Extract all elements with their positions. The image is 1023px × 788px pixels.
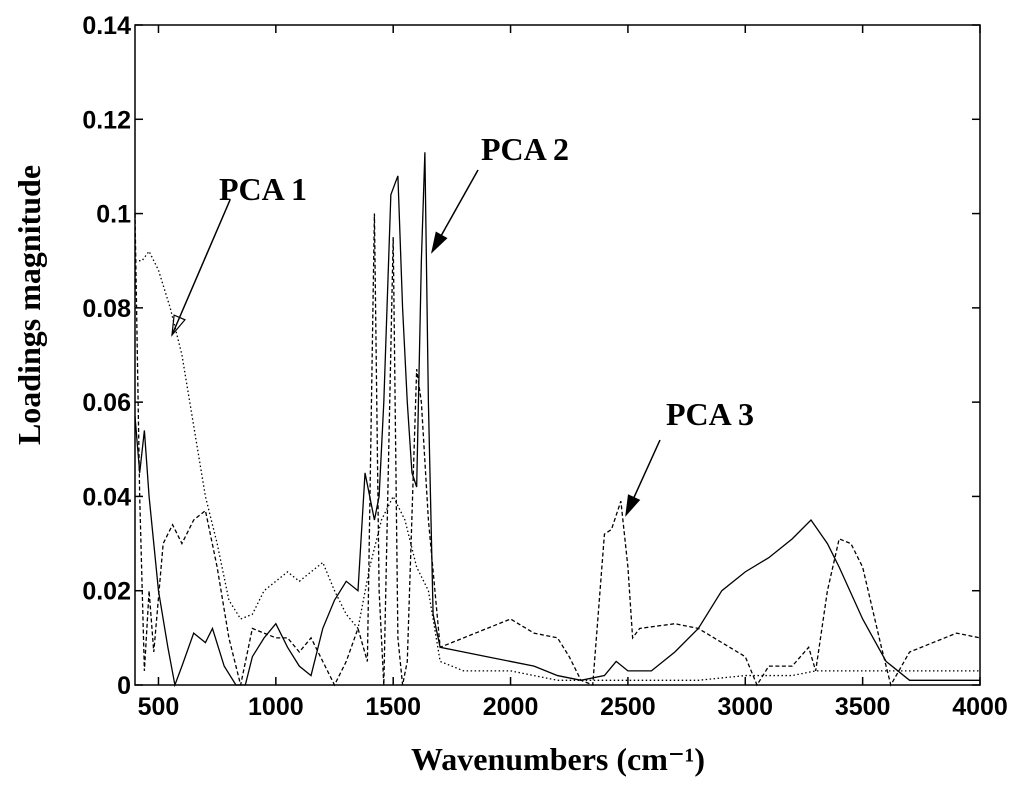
y-tick-label: 0.04 [82,483,131,511]
x-tick-label: 500 [138,693,180,721]
x-tick-label: 4000 [952,693,1008,721]
x-tick-label: 1500 [365,693,421,721]
series-line [134,213,981,687]
x-tick-label: 3000 [717,693,773,721]
annotation: PCA 2 [481,131,569,167]
arrow-head [625,494,641,517]
y-tick-label: 0.14 [82,12,131,40]
y-tick-label: 0.12 [82,106,131,134]
annotation: PCA 3 [666,396,754,432]
arrow-head [171,314,186,337]
series-line [135,250,980,681]
y-axis-label: Loadings magnitude [11,165,47,445]
arrow-head [431,231,448,254]
plot-frame [134,24,981,686]
y-tick-label: 0.08 [82,295,131,323]
annotation: PCA 1 [219,171,307,207]
y-tick-label: 0.06 [82,389,131,417]
x-tick-label: 2000 [483,693,539,721]
x-tick-label: 3500 [835,693,891,721]
y-tick-label: 0 [117,672,131,700]
series-line [134,152,980,688]
y-tick-label: 0.1 [96,201,131,229]
annotation-arrow [171,199,231,336]
x-axis-label: Wavenumbers (cm⁻¹) [411,741,705,777]
y-tick-label: 0.02 [82,578,131,606]
x-tick-label: 2500 [600,693,656,721]
x-tick-label: 1000 [248,693,304,721]
